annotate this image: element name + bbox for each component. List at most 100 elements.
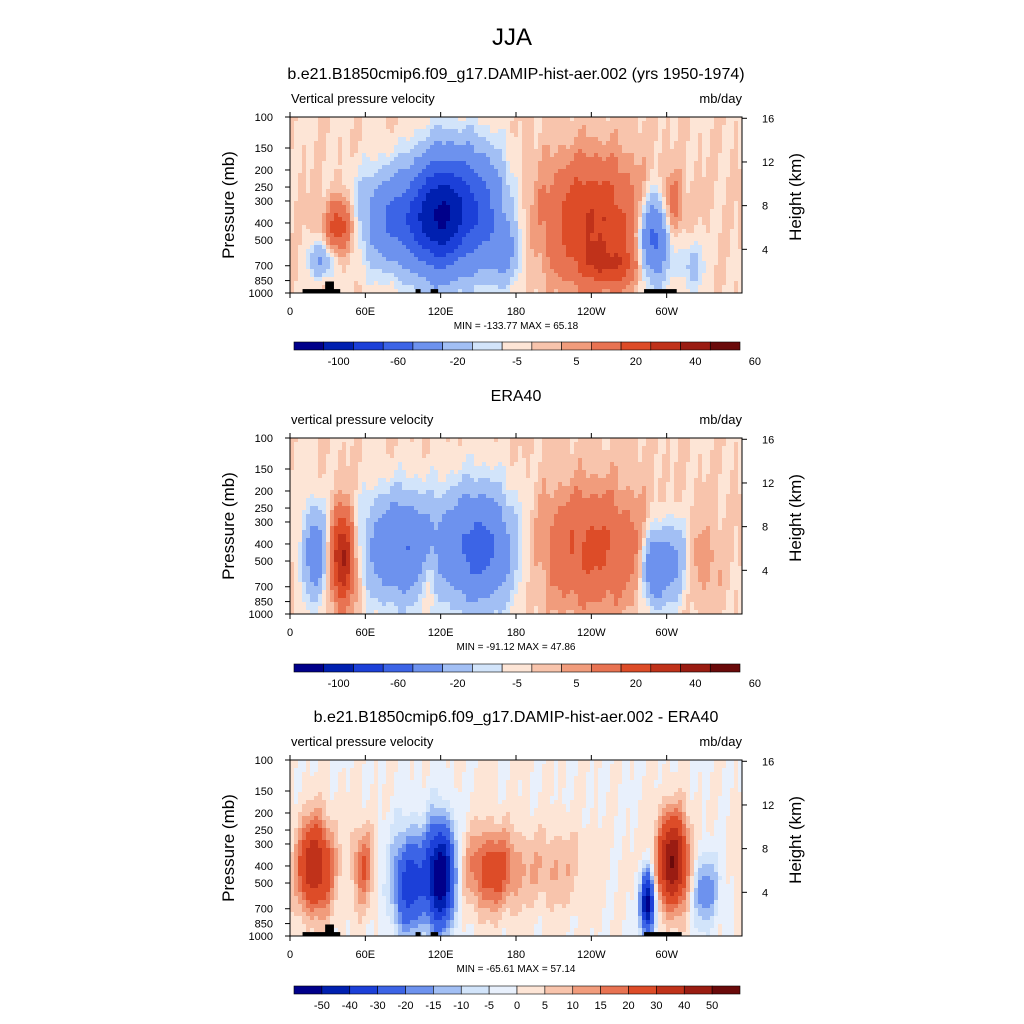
- field-cell: [646, 141, 651, 146]
- field-cell: [690, 185, 695, 190]
- field-cell: [650, 165, 655, 170]
- field-cell: [674, 193, 679, 198]
- field-cell: [594, 249, 599, 254]
- field-cell: [322, 153, 327, 158]
- field-cell: [626, 281, 631, 286]
- field-cell: [510, 225, 515, 230]
- field-cell: [530, 165, 535, 170]
- field-cell: [626, 269, 631, 274]
- field-cell: [550, 153, 555, 158]
- field-cell: [634, 209, 639, 214]
- field-cell: [402, 137, 407, 142]
- field-cell: [654, 145, 659, 150]
- field-cell: [574, 241, 579, 246]
- field-cell: [582, 153, 587, 158]
- field-cell: [726, 137, 731, 142]
- field-cell: [618, 209, 623, 214]
- field-cell: [618, 189, 623, 194]
- field-cell: [302, 145, 307, 150]
- field-cell: [474, 225, 479, 230]
- field-cell: [662, 285, 667, 290]
- field-cell: [474, 177, 479, 182]
- field-cell: [738, 145, 742, 150]
- field-cell: [334, 281, 339, 286]
- field-cell: [550, 121, 555, 126]
- field-cell: [442, 229, 447, 234]
- field-cell: [330, 137, 335, 142]
- field-cell: [722, 173, 727, 178]
- field-cell: [498, 157, 503, 162]
- field-cell: [510, 185, 515, 190]
- field-cell: [698, 125, 703, 130]
- field-cell: [554, 249, 559, 254]
- field-cell: [386, 281, 391, 286]
- field-cell: [518, 225, 523, 230]
- field-cell: [570, 173, 575, 178]
- field-cell: [542, 249, 547, 254]
- field-cell: [386, 161, 391, 166]
- field-cell: [538, 217, 543, 222]
- field-cell: [530, 281, 535, 286]
- field-cell: [670, 201, 675, 206]
- field-cell: [558, 217, 563, 222]
- field-cell: [662, 201, 667, 206]
- field-cell: [582, 165, 587, 170]
- field-cell: [562, 237, 567, 242]
- field-cell: [622, 165, 627, 170]
- field-cell: [682, 237, 687, 242]
- field-cell: [314, 165, 319, 170]
- field-cell: [714, 145, 719, 150]
- field-cell: [686, 197, 691, 202]
- field-cell: [478, 261, 483, 266]
- field-cell: [602, 133, 607, 138]
- field-cell: [614, 245, 619, 250]
- field-cell: [362, 153, 367, 158]
- field-cell: [498, 197, 503, 202]
- field-cell: [490, 257, 495, 262]
- field-cell: [646, 177, 651, 182]
- field-cell: [702, 145, 707, 150]
- field-cell: [406, 257, 411, 262]
- field-cell: [446, 245, 451, 250]
- field-cell: [390, 125, 395, 130]
- field-cell: [330, 245, 335, 250]
- field-cell: [710, 225, 715, 230]
- field-cell: [474, 253, 479, 258]
- field-cell: [346, 125, 351, 130]
- field-cell: [366, 281, 371, 286]
- field-cell: [718, 261, 723, 266]
- field-cell: [330, 173, 335, 178]
- field-cell: [454, 265, 459, 270]
- field-cell: [490, 217, 495, 222]
- field-cell: [502, 261, 507, 266]
- field-cell: [574, 149, 579, 154]
- field-cell: [662, 189, 667, 194]
- field-cell: [334, 157, 339, 162]
- field-cell: [446, 169, 451, 174]
- field-cell: [298, 253, 303, 258]
- field-cell: [406, 217, 411, 222]
- field-cell: [346, 177, 351, 182]
- field-cell: [726, 201, 731, 206]
- field-cell: [734, 149, 739, 154]
- field-cell: [634, 249, 639, 254]
- field-cell: [390, 249, 395, 254]
- field-cell: [370, 125, 375, 130]
- field-cell: [498, 201, 503, 206]
- field-cell: [506, 153, 511, 158]
- field-cell: [426, 189, 431, 194]
- field-cell: [606, 173, 611, 178]
- field-cell: [466, 289, 471, 293]
- field-cell: [306, 165, 311, 170]
- field-cell: [454, 177, 459, 182]
- field-cell: [662, 161, 667, 166]
- field-cell: [362, 289, 367, 293]
- field-cell: [334, 249, 339, 254]
- field-cell: [398, 289, 403, 293]
- field-cell: [514, 125, 519, 130]
- field-cell: [418, 137, 423, 142]
- field-cell: [606, 137, 611, 142]
- field-cell: [390, 265, 395, 270]
- field-cell: [406, 209, 411, 214]
- field-cell: [534, 165, 539, 170]
